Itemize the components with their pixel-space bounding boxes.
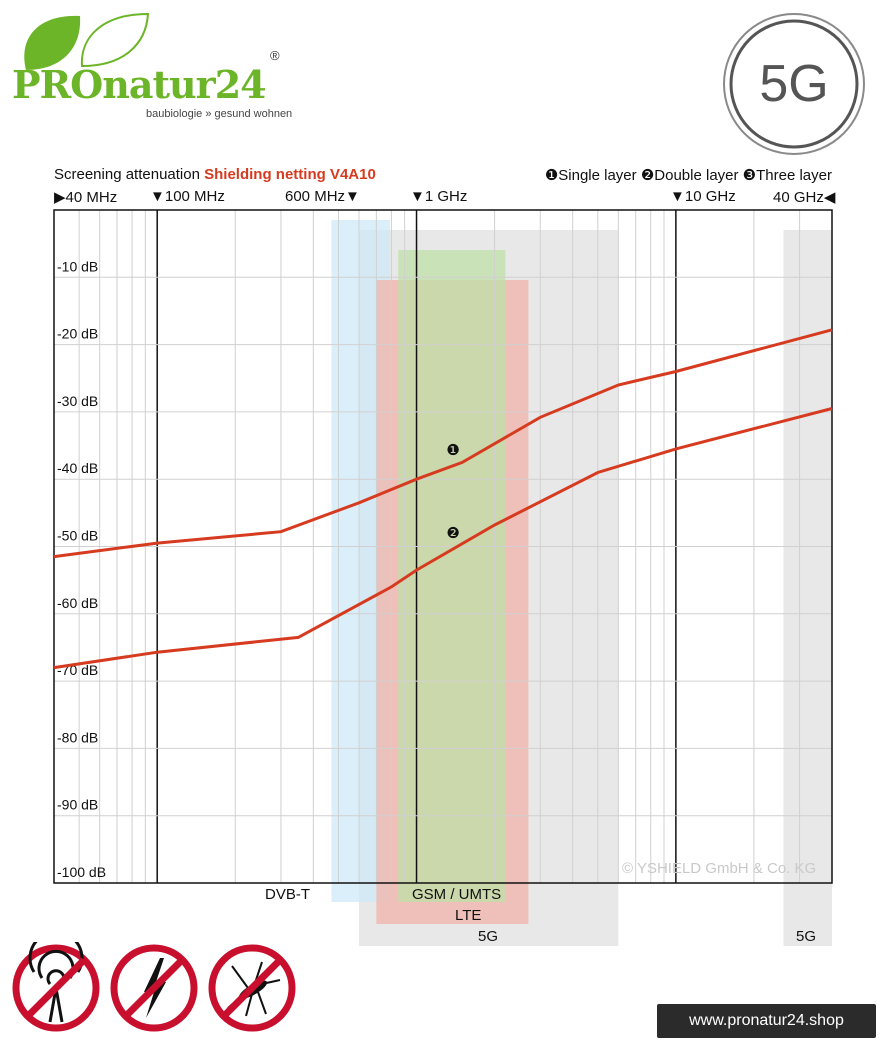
legend-marker: ❸ bbox=[742, 167, 757, 184]
leaf-logo-icon bbox=[24, 12, 150, 70]
band-label-lte: LTE bbox=[455, 907, 482, 924]
no-mosquito-icon bbox=[208, 944, 296, 1032]
freq-arrow: ▶ bbox=[54, 189, 66, 206]
freq-label: 40 GHz bbox=[773, 189, 824, 206]
plot-frame bbox=[53, 209, 833, 884]
y-tick-label: -30 dB bbox=[57, 393, 98, 409]
no-radio-waves-icon bbox=[12, 942, 100, 1032]
y-tick-label: -90 dB bbox=[57, 797, 98, 813]
chart-title: Screening attenuation Shielding netting … bbox=[54, 166, 376, 183]
legend-marker: ❷ bbox=[640, 167, 655, 184]
band-label-gsm-umts: GSM / UMTS bbox=[412, 886, 502, 903]
freq-arrow: ▼ bbox=[410, 188, 425, 205]
freq-label: 40 MHz bbox=[65, 189, 118, 206]
legend-item-label: Three layer bbox=[756, 167, 832, 184]
chart-title-prefix: Screening attenuation bbox=[54, 166, 200, 183]
series-line-double-layer bbox=[53, 407, 833, 670]
brand-tagline: baubiologie » gesund wohnen bbox=[146, 108, 293, 120]
y-tick-label: -100 dB bbox=[57, 864, 106, 880]
band-label-5g: 5G bbox=[478, 928, 499, 945]
y-tick-label: -60 dB bbox=[57, 595, 98, 611]
freq-label: 1 GHz bbox=[424, 188, 468, 205]
legend-marker: ❶ bbox=[544, 167, 559, 184]
y-tick-label: -20 dB bbox=[57, 326, 98, 342]
series-marker-label: ❶ bbox=[446, 441, 459, 459]
no-electric-field-icon bbox=[110, 944, 198, 1032]
legend-item-label: Single layer bbox=[558, 167, 637, 184]
band-label-dvbt: DVB-T bbox=[265, 886, 310, 903]
registered-mark: ® bbox=[270, 48, 280, 63]
freq-marker-600mhz: 600 MHz▼ bbox=[285, 188, 360, 205]
y-tick-label: -40 dB bbox=[57, 460, 98, 476]
series-marker-label: ❷ bbox=[446, 524, 459, 542]
y-tick-label: -80 dB bbox=[57, 729, 98, 745]
freq-marker-100mhz: ▼100 MHz bbox=[150, 188, 225, 205]
legend: ❶Single layer ❷Double layer ❸Three layer bbox=[545, 166, 832, 184]
band-area bbox=[783, 230, 832, 946]
chart-title-product: Shielding netting V4A10 bbox=[204, 166, 376, 183]
freq-arrow: ▼ bbox=[345, 188, 360, 205]
freq-arrow: ◀ bbox=[823, 189, 836, 206]
y-tick-label: -50 dB bbox=[57, 528, 98, 544]
prohibition-icons bbox=[12, 942, 296, 1032]
freq-marker-1ghz: ▼1 GHz bbox=[410, 188, 467, 205]
legend-item-label: Double layer bbox=[654, 167, 739, 184]
freq-label: 10 GHz bbox=[684, 188, 736, 205]
freq-marker-10ghz: ▼10 GHz bbox=[670, 188, 736, 205]
freq-label: 600 MHz bbox=[285, 188, 346, 205]
series-line-single-layer bbox=[53, 328, 833, 559]
freq-label: 100 MHz bbox=[164, 188, 225, 205]
freq-arrow: ▼ bbox=[670, 188, 685, 205]
y-tick-label: -10 dB bbox=[57, 258, 98, 274]
shop-url-link[interactable]: www.pronatur24.shop bbox=[657, 1004, 876, 1038]
freq-arrow: ▼ bbox=[150, 188, 165, 205]
5g-badge-label: 5G bbox=[759, 55, 829, 113]
5g-badge-icon bbox=[723, 13, 865, 155]
freq-marker-40ghz: 40 GHz◀ bbox=[773, 188, 835, 206]
band-label-5g-high: 5G bbox=[796, 928, 817, 945]
band-area bbox=[398, 250, 506, 902]
freq-marker-40mhz: ▶40 MHz bbox=[54, 188, 117, 206]
copyright-watermark: © YSHIELD GmbH & Co. KG bbox=[622, 860, 817, 877]
brand-name: PROnatur24 bbox=[12, 62, 267, 107]
